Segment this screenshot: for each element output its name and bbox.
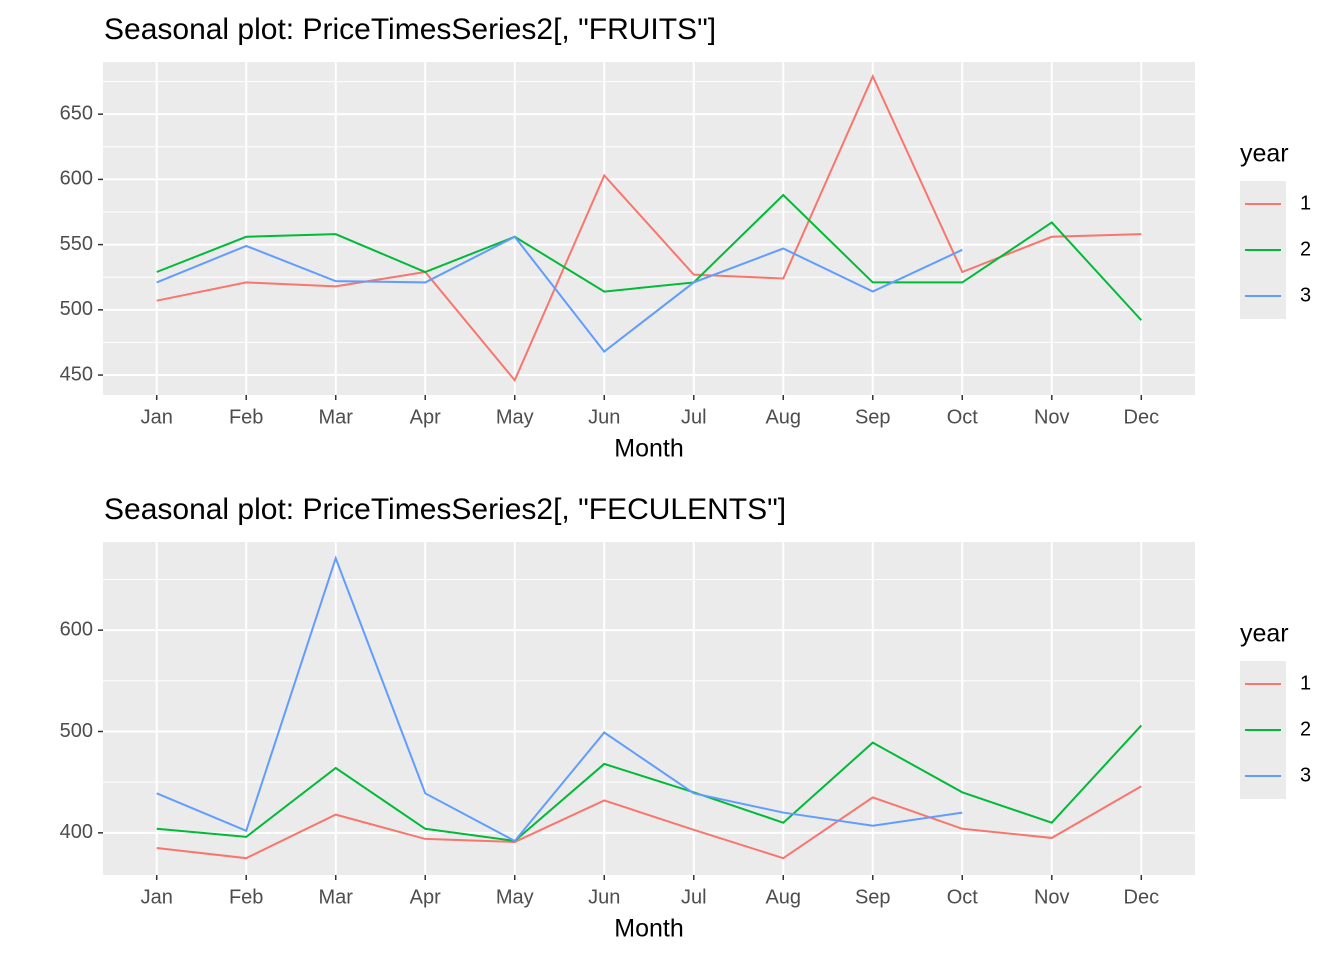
chart: Seasonal plot: PriceTimesSeries2[, "FECU… <box>60 493 1312 943</box>
x-tick-label: Aug <box>765 886 801 908</box>
legend-label: 3 <box>1300 284 1311 306</box>
x-tick-label: Jun <box>588 406 620 428</box>
x-tick-label: Apr <box>410 886 441 908</box>
x-tick-label: May <box>496 406 534 428</box>
chart-title: Seasonal plot: PriceTimesSeries2[, "FECU… <box>104 493 786 526</box>
x-tick-label: Jan <box>141 406 173 428</box>
y-tick-label: 500 <box>60 720 93 742</box>
y-tick-label: 600 <box>60 618 93 640</box>
x-tick-label: Dec <box>1124 406 1160 428</box>
x-tick-label: Oct <box>947 886 979 908</box>
series-line <box>156 724 1143 843</box>
x-tick-label: Jul <box>681 406 707 428</box>
legend-title: year <box>1240 140 1289 168</box>
y-tick-label: 550 <box>60 233 93 255</box>
x-tick-label: May <box>496 886 534 908</box>
chart-title: Seasonal plot: PriceTimesSeries2[, "FRUI… <box>104 13 716 46</box>
x-tick-label: Jan <box>141 886 173 908</box>
x-tick-label: Oct <box>947 406 979 428</box>
x-axis-label: Month <box>614 435 683 463</box>
x-axis-label: Month <box>614 915 683 943</box>
series-line <box>156 235 963 353</box>
legend-title: year <box>1240 620 1289 648</box>
y-tick-label: 650 <box>60 102 93 124</box>
panel <box>103 62 1195 395</box>
x-tick-label: Feb <box>229 886 263 908</box>
y-tick-label: 400 <box>60 821 93 843</box>
x-tick-label: Nov <box>1034 886 1070 908</box>
x-tick-label: Sep <box>855 406 891 428</box>
y-tick-label: 450 <box>60 363 93 385</box>
y-tick-label: 500 <box>60 298 93 320</box>
x-tick-label: Feb <box>229 406 263 428</box>
chart: Seasonal plot: PriceTimesSeries2[, "FRUI… <box>60 13 1312 463</box>
x-tick-label: Jul <box>681 886 707 908</box>
legend-label: 2 <box>1300 718 1311 740</box>
x-tick-label: Apr <box>410 406 441 428</box>
y-tick-label: 600 <box>60 168 93 190</box>
legend-label: 1 <box>1300 672 1311 694</box>
x-tick-label: Mar <box>318 886 353 908</box>
x-tick-label: Sep <box>855 886 891 908</box>
x-tick-label: Jun <box>588 886 620 908</box>
panel <box>103 542 1195 875</box>
x-tick-label: Dec <box>1124 886 1160 908</box>
x-tick-label: Nov <box>1034 406 1070 428</box>
series-line <box>156 785 1142 860</box>
legend-label: 3 <box>1300 764 1311 786</box>
legend-label: 1 <box>1300 192 1311 214</box>
x-tick-label: Mar <box>318 406 353 428</box>
x-tick-label: Aug <box>765 406 801 428</box>
legend-label: 2 <box>1300 238 1311 260</box>
series-line <box>156 555 963 843</box>
series-line <box>156 193 1143 321</box>
series-line <box>156 73 1142 383</box>
